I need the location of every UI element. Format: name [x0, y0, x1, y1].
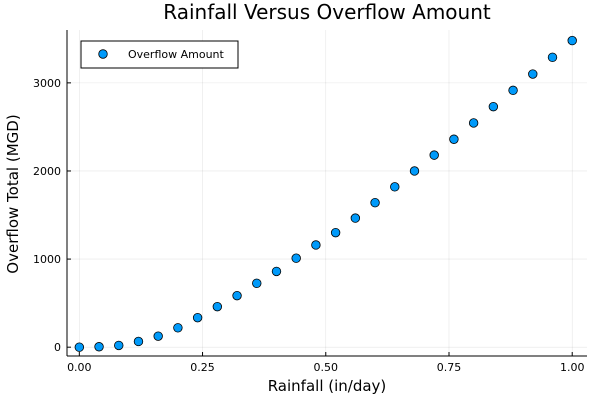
- y-tick-label-2: 2000: [33, 165, 61, 178]
- x-axis-label: Rainfall (in/day): [268, 377, 387, 395]
- data-point-0-25: [567, 35, 577, 46]
- data-point-0-21: [488, 101, 499, 112]
- data-point-0-8: [232, 290, 242, 301]
- legend: Overflow Amount: [80, 40, 239, 69]
- data-point-0-7: [212, 301, 223, 312]
- y-tick-label-1: 1000: [33, 253, 61, 266]
- data-point-0-5: [173, 323, 183, 333]
- data-point-0-17: [409, 166, 420, 176]
- data-point-0-15: [370, 197, 380, 208]
- x-tick-label-2: 0.50: [314, 361, 339, 374]
- legend-marker-overflow-amount: [98, 49, 108, 59]
- legend-label-overflow-amount: Overflow Amount: [128, 48, 225, 61]
- y-tick-label-3: 3000: [33, 77, 61, 90]
- data-point-0-20: [468, 118, 479, 128]
- data-point-0-11: [291, 253, 301, 263]
- y-tick-label-0: 0: [54, 341, 61, 354]
- plot-area: 0.00 0.25 0.50 0.75 1.00 0 1000 2000 3000: [33, 30, 587, 374]
- x-tick-label-0: 0.00: [67, 361, 92, 374]
- data-point-0-22: [508, 85, 518, 96]
- chart-title: Rainfall Versus Overflow Amount: [163, 0, 491, 24]
- data-point-0-23: [528, 69, 538, 79]
- data-point-0-24: [547, 52, 558, 63]
- data-point-0-10: [271, 266, 282, 277]
- data-point-0-12: [311, 240, 321, 250]
- x-tick-label-1: 0.25: [190, 361, 215, 374]
- data-point-0-19: [449, 134, 459, 144]
- y-axis-label: Overflow Total (MGD): [4, 114, 22, 273]
- data-point-0-6: [192, 312, 203, 323]
- data-point-0-18: [429, 150, 439, 160]
- data-point-0-9: [252, 278, 262, 289]
- data-point-0-16: [390, 182, 400, 192]
- data-point-0-2: [114, 340, 124, 351]
- data-point-0-0: [74, 342, 85, 352]
- x-tick-label-4: 1.00: [560, 361, 585, 374]
- x-tick-label-3: 0.75: [437, 361, 462, 374]
- data-point-0-14: [350, 213, 361, 223]
- data-point-0-1: [94, 342, 104, 352]
- data-point-0-4: [153, 331, 163, 341]
- data-point-0-3: [133, 336, 144, 347]
- data-point-0-13: [330, 227, 341, 238]
